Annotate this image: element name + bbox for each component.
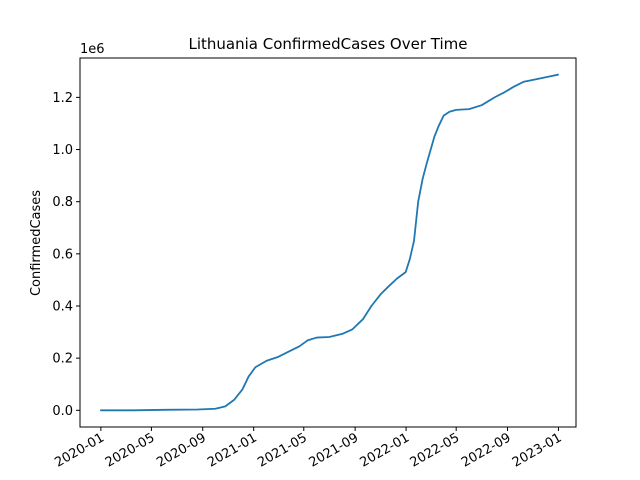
x-tick-label: 2022-01	[358, 430, 413, 470]
y-tick-label: 0.8	[52, 195, 73, 210]
y-axis-label: ConfirmedCases	[29, 190, 44, 296]
x-tick-label: 2022-05	[408, 430, 463, 470]
y-tick-label: 0.0	[52, 404, 73, 419]
x-tick-label: 2020-09	[154, 430, 209, 470]
ticks-layer: 2020-012020-052020-092021-012021-052021-…	[52, 91, 564, 471]
x-tick-label: 2020-01	[52, 430, 107, 470]
y-tick-label: 0.2	[52, 352, 73, 367]
series-layer	[99, 73, 559, 412]
x-tick-label: 2021-05	[255, 430, 310, 470]
x-tick-label: 2020-05	[103, 430, 158, 470]
series-line	[99, 73, 559, 412]
y-tick-label: 1.2	[52, 91, 73, 106]
y-tick-label: 0.4	[52, 299, 73, 314]
y-tick-label: 0.6	[52, 247, 73, 262]
plot-area-frame	[79, 57, 577, 428]
y-tick-label: 1.0	[52, 143, 73, 158]
chart-title: Lithuania ConfirmedCases Over Time	[189, 35, 468, 53]
x-tick-label: 2021-01	[205, 430, 260, 470]
x-tick-label: 2021-09	[307, 430, 362, 470]
x-tick-label: 2023-01	[510, 430, 565, 470]
y-axis-offset-label: 1e6	[80, 42, 105, 57]
x-tick-label: 2022-09	[459, 430, 514, 470]
